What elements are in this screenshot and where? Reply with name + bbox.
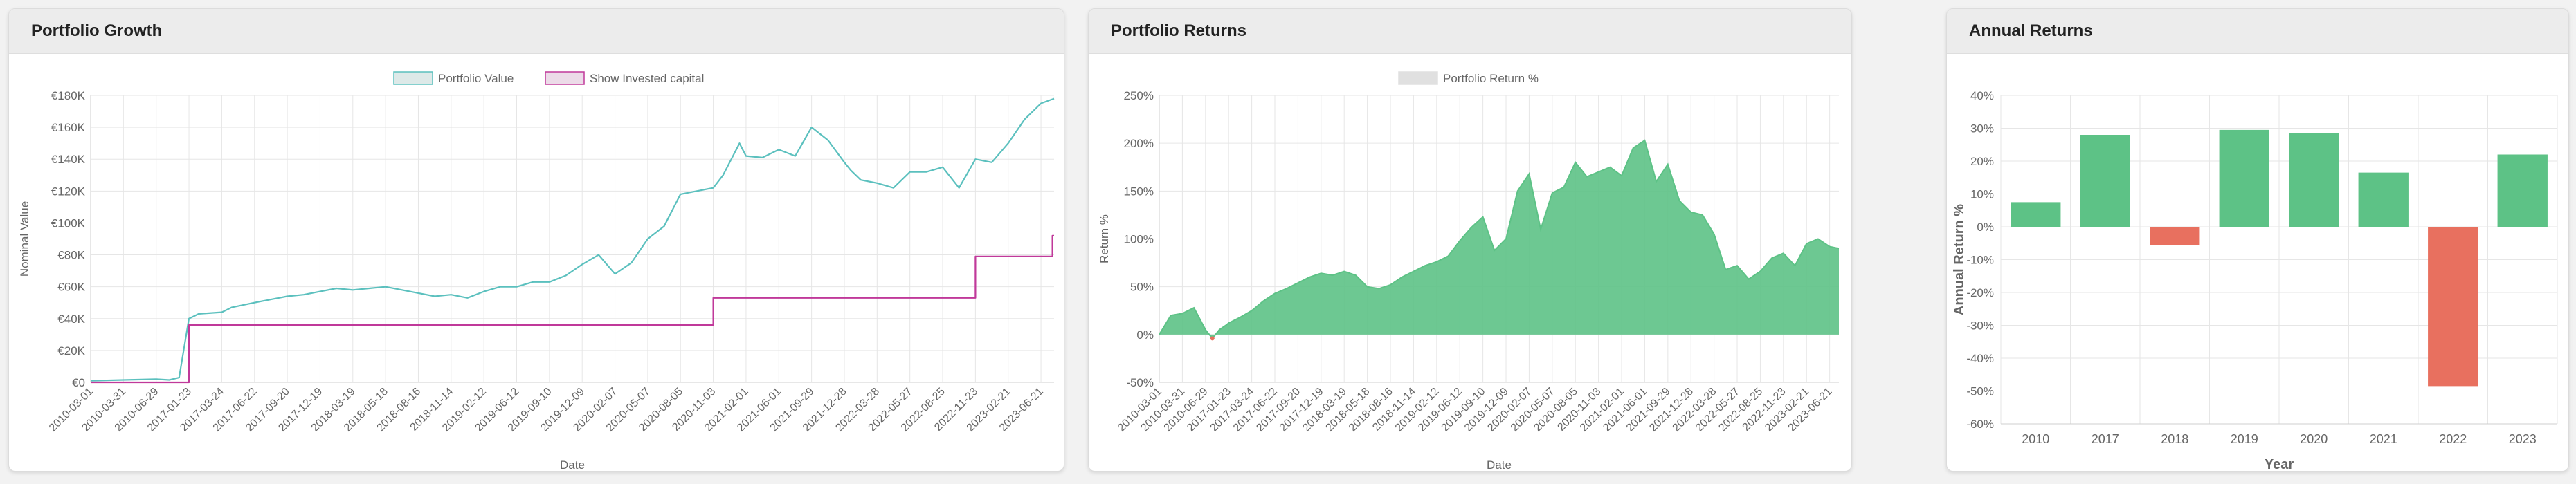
y-axis-title: Nominal Value bbox=[18, 201, 31, 277]
y-tick-label: 10% bbox=[1970, 188, 1994, 201]
x-axis-title: Date bbox=[560, 458, 585, 471]
legend-label: Portfolio Return % bbox=[1443, 72, 1539, 85]
y-tick-label: €160K bbox=[51, 121, 86, 134]
x-tick-label: 2021 bbox=[2370, 432, 2397, 446]
y-tick-label: €120K bbox=[51, 185, 86, 198]
y-tick-label: 200% bbox=[1124, 137, 1154, 150]
x-tick-label: 2019 bbox=[2231, 432, 2258, 446]
y-tick-label: -10% bbox=[1966, 254, 1994, 267]
y-tick-label: -30% bbox=[1966, 319, 1994, 333]
return-area bbox=[1159, 140, 1839, 339]
y-axis-title: Annual Return % bbox=[1952, 204, 1967, 315]
bar-2018 bbox=[2150, 227, 2200, 245]
y-tick-label: 20% bbox=[1970, 155, 1994, 168]
bar-2022 bbox=[2428, 227, 2478, 387]
y-tick-label: -50% bbox=[1126, 376, 1154, 389]
portfolio-value-line bbox=[90, 97, 1055, 382]
y-tick-label: 100% bbox=[1124, 233, 1154, 246]
x-tick-label: 2023 bbox=[2509, 432, 2537, 446]
y-tick-label: €80K bbox=[57, 249, 85, 262]
y-tick-label: €180K bbox=[51, 89, 86, 102]
legend-label: Portfolio Value bbox=[438, 72, 514, 85]
x-tick-label: 2020 bbox=[2300, 432, 2328, 446]
y-tick-label: 40% bbox=[1970, 89, 1994, 102]
x-tick-label: 2010 bbox=[2022, 432, 2049, 446]
y-tick-label: 250% bbox=[1124, 89, 1154, 102]
legend-swatch bbox=[393, 71, 433, 85]
negative-point bbox=[1210, 336, 1215, 341]
y-tick-label: 0% bbox=[1136, 328, 1154, 342]
invested-capital-line bbox=[91, 234, 1054, 384]
legend-swatch bbox=[1398, 71, 1438, 85]
portfolio-returns-chart: -50%0%50%100%150%200%250%2010-03-012010-… bbox=[1098, 71, 1840, 471]
y-tick-label: €100K bbox=[51, 216, 86, 230]
y-tick-label: €60K bbox=[57, 281, 85, 294]
return-line bbox=[1159, 139, 1840, 340]
bar-2019 bbox=[2219, 129, 2269, 227]
y-tick-label: €0 bbox=[72, 376, 85, 389]
y-tick-label: -40% bbox=[1966, 352, 1994, 365]
bar-2023 bbox=[2497, 154, 2548, 227]
portfolio-growth-chart: €0 €20K €40K €60K €80K €100K €120K €140K €160K €1… bbox=[18, 71, 1055, 471]
x-tick-label: 2018 bbox=[2161, 432, 2188, 446]
annual-returns-panel: Annual Returns -60% -50% -40% -30% -20% -10% 0… bbox=[1946, 8, 2569, 472]
x-axis-title: Date bbox=[1487, 458, 1512, 471]
annual-returns-title: Annual Returns bbox=[1947, 9, 2568, 54]
y-tick-label: -60% bbox=[1966, 418, 1994, 431]
y-tick-label: -50% bbox=[1966, 385, 1994, 398]
y-tick-label: 50% bbox=[1130, 281, 1154, 294]
y-tick-label: €140K bbox=[51, 153, 86, 166]
bar-2021 bbox=[2358, 172, 2409, 227]
x-tick-label: 2022 bbox=[2439, 432, 2467, 446]
legend-swatch bbox=[545, 71, 585, 85]
x-tick-label: 2017 bbox=[2092, 432, 2119, 446]
portfolio-returns-title: Portfolio Returns bbox=[1089, 9, 1851, 54]
bar-2010 bbox=[2011, 202, 2061, 227]
y-tick-label: 150% bbox=[1124, 185, 1154, 198]
portfolio-growth-panel: Portfolio Growth €0 €20K €40K €60K €80K €100K… bbox=[8, 8, 1064, 472]
portfolio-returns-panel: Portfolio Returns -50% 0% 50% 100% 150% 200% 2… bbox=[1088, 8, 1852, 472]
portfolio-growth-title: Portfolio Growth bbox=[9, 9, 1064, 54]
legend-label: Show Invested capital bbox=[590, 72, 704, 85]
y-tick-label: 0% bbox=[1977, 221, 1994, 234]
y-tick-label: €40K bbox=[57, 313, 85, 326]
x-axis-title: Year bbox=[2265, 457, 2294, 471]
bar-2020 bbox=[2289, 133, 2339, 227]
annual-returns-chart: -60% -50% -40% -30% -20% -10% 0% 10% 20% 30% 40% 20… bbox=[1952, 89, 2558, 471]
y-tick-label: -20% bbox=[1966, 286, 1994, 299]
y-tick-label: €20K bbox=[57, 344, 85, 357]
y-tick-label: 30% bbox=[1970, 122, 1994, 136]
y-axis-title: Return % bbox=[1098, 214, 1111, 263]
bar-2017 bbox=[2080, 135, 2130, 227]
